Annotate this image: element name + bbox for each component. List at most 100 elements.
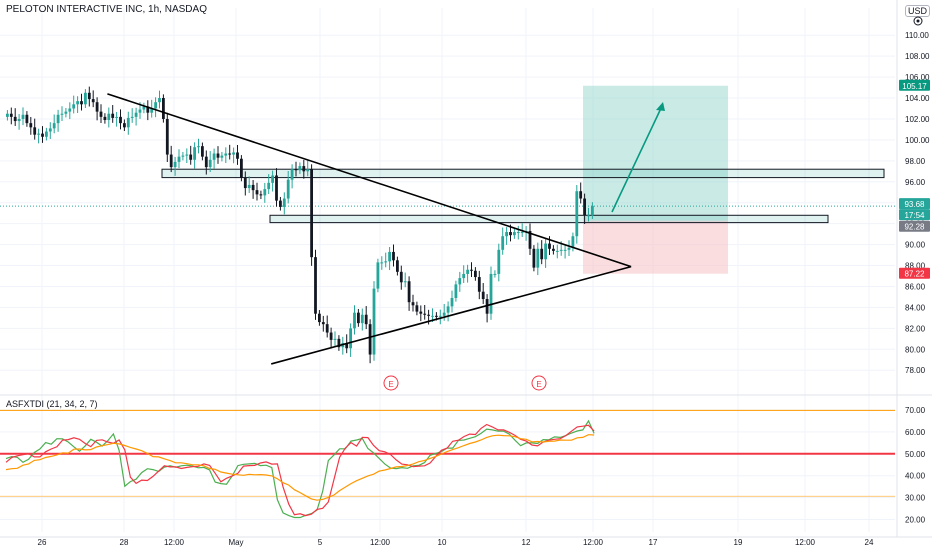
candle[interactable] xyxy=(279,200,282,207)
candle[interactable] xyxy=(318,313,321,323)
candle[interactable] xyxy=(384,261,388,263)
candle[interactable] xyxy=(197,146,200,148)
position-stop-zone[interactable] xyxy=(583,220,728,274)
candle[interactable] xyxy=(314,257,317,314)
candle[interactable] xyxy=(201,146,204,157)
candle[interactable] xyxy=(126,117,130,128)
candle[interactable] xyxy=(563,249,567,251)
earnings-event-marker[interactable] xyxy=(383,375,399,391)
candle[interactable] xyxy=(489,273,493,314)
candle[interactable] xyxy=(450,297,454,307)
candle[interactable] xyxy=(99,111,103,117)
candle[interactable] xyxy=(41,133,44,137)
candle[interactable] xyxy=(575,191,579,237)
candle[interactable] xyxy=(501,236,505,250)
candle[interactable] xyxy=(493,273,497,275)
candle[interactable] xyxy=(119,116,122,124)
candle[interactable] xyxy=(275,175,278,201)
candle[interactable] xyxy=(388,251,391,262)
trendline-descending[interactable] xyxy=(107,93,632,268)
candle[interactable] xyxy=(290,169,294,180)
candle[interactable] xyxy=(162,98,165,119)
candle[interactable] xyxy=(310,169,313,258)
candle[interactable] xyxy=(6,113,9,117)
candle[interactable] xyxy=(150,108,154,113)
currency-badge[interactable]: USD xyxy=(905,5,931,17)
candle[interactable] xyxy=(372,288,376,355)
candle[interactable] xyxy=(435,315,438,317)
candle[interactable] xyxy=(232,152,235,155)
candle[interactable] xyxy=(583,198,586,216)
candle[interactable] xyxy=(115,116,118,118)
candle[interactable] xyxy=(173,161,177,168)
candle[interactable] xyxy=(204,156,208,168)
candle[interactable] xyxy=(407,281,411,303)
candle[interactable] xyxy=(169,154,173,168)
candle[interactable] xyxy=(337,338,341,348)
candle[interactable] xyxy=(158,98,161,103)
candle[interactable] xyxy=(345,343,349,349)
candle[interactable] xyxy=(559,249,563,251)
candle[interactable] xyxy=(513,232,516,236)
candle[interactable] xyxy=(470,269,473,271)
candle[interactable] xyxy=(349,328,352,349)
candle[interactable] xyxy=(76,101,79,105)
candle[interactable] xyxy=(68,108,72,112)
candle[interactable] xyxy=(364,314,368,325)
candle[interactable] xyxy=(181,155,185,157)
candle[interactable] xyxy=(376,262,380,289)
candle[interactable] xyxy=(29,123,33,128)
candle[interactable] xyxy=(368,324,372,355)
candle[interactable] xyxy=(302,166,306,172)
candle[interactable] xyxy=(380,262,384,264)
candle[interactable] xyxy=(134,112,138,117)
candle[interactable] xyxy=(392,251,395,261)
candle[interactable] xyxy=(306,169,310,172)
candle[interactable] xyxy=(193,147,196,160)
horizontal-zone-support[interactable] xyxy=(269,214,829,224)
candle[interactable] xyxy=(212,153,216,160)
candle[interactable] xyxy=(431,315,434,317)
candle[interactable] xyxy=(13,116,17,122)
candle[interactable] xyxy=(107,113,111,121)
candle[interactable] xyxy=(505,232,508,237)
candle[interactable] xyxy=(72,104,76,109)
candle[interactable] xyxy=(271,175,274,183)
candle[interactable] xyxy=(185,154,189,156)
candle[interactable] xyxy=(357,312,360,324)
candle[interactable] xyxy=(154,102,157,109)
candle[interactable] xyxy=(423,313,427,315)
candle[interactable] xyxy=(80,101,83,105)
candle[interactable] xyxy=(91,99,95,103)
candle[interactable] xyxy=(509,232,512,236)
candle[interactable] xyxy=(130,116,134,118)
candle[interactable] xyxy=(481,291,485,300)
candle[interactable] xyxy=(591,205,594,216)
candle[interactable] xyxy=(520,232,524,234)
candle[interactable] xyxy=(224,153,228,156)
candle[interactable] xyxy=(146,106,150,113)
candle[interactable] xyxy=(56,114,60,124)
candle[interactable] xyxy=(17,118,21,122)
candle[interactable] xyxy=(123,123,126,128)
candle[interactable] xyxy=(142,106,146,110)
candle[interactable] xyxy=(298,166,302,171)
candle[interactable] xyxy=(399,271,403,283)
candle[interactable] xyxy=(37,133,40,135)
candle[interactable] xyxy=(165,118,169,155)
candle[interactable] xyxy=(466,269,469,274)
indicator-series-line[interactable] xyxy=(5,434,595,501)
candle[interactable] xyxy=(294,169,298,171)
candle[interactable] xyxy=(64,111,68,114)
indicator-series-line[interactable] xyxy=(5,419,595,519)
candle[interactable] xyxy=(21,114,25,119)
candle[interactable] xyxy=(87,92,91,100)
candle[interactable] xyxy=(103,116,107,121)
horizontal-zone-resistance[interactable] xyxy=(161,168,885,179)
candle[interactable] xyxy=(454,284,458,298)
candle[interactable] xyxy=(474,270,477,278)
candle[interactable] xyxy=(567,247,571,250)
candle[interactable] xyxy=(255,190,259,195)
candle[interactable] xyxy=(427,314,430,316)
settings-icon[interactable] xyxy=(911,14,925,28)
